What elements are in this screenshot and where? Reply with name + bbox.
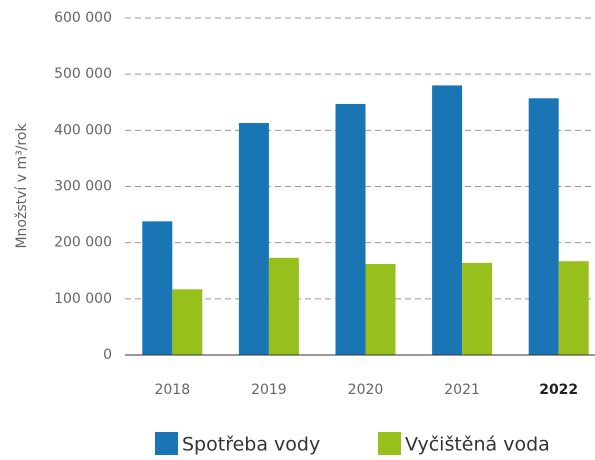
legend-label: Spotřeba vody: [182, 434, 320, 456]
y-tick-label: 600 000: [54, 10, 112, 26]
x-tick-label: 2018: [154, 382, 190, 398]
y-tick-label: 0: [103, 347, 112, 363]
legend: Spotřeba vody Vyčištěná voda: [155, 432, 550, 456]
bar: [335, 103, 366, 355]
bar: [142, 221, 173, 355]
y-tick-label: 400 000: [54, 122, 112, 138]
x-tick-label: 2020: [348, 382, 384, 398]
x-tick-label: 2022: [539, 382, 578, 398]
legend-swatch: [155, 432, 178, 455]
bar: [172, 289, 203, 355]
y-tick-label: 500 000: [54, 66, 112, 82]
bar: [528, 98, 559, 356]
legend-swatch: [378, 432, 401, 455]
legend-label: Vyčištěná voda: [405, 434, 550, 456]
y-tick-label: 300 000: [54, 179, 112, 195]
x-tick-label: 2021: [444, 382, 480, 398]
bar: [268, 257, 299, 355]
x-tick-label: 2019: [251, 382, 287, 398]
y-axis-label: Množství v m³/rok: [14, 123, 30, 249]
y-tick-label: 200 000: [54, 235, 112, 251]
bar: [558, 261, 589, 355]
bar: [238, 123, 269, 355]
bar: [462, 262, 493, 355]
y-tick-label: 100 000: [54, 291, 112, 307]
bar: [432, 85, 463, 356]
bar: [365, 264, 396, 355]
